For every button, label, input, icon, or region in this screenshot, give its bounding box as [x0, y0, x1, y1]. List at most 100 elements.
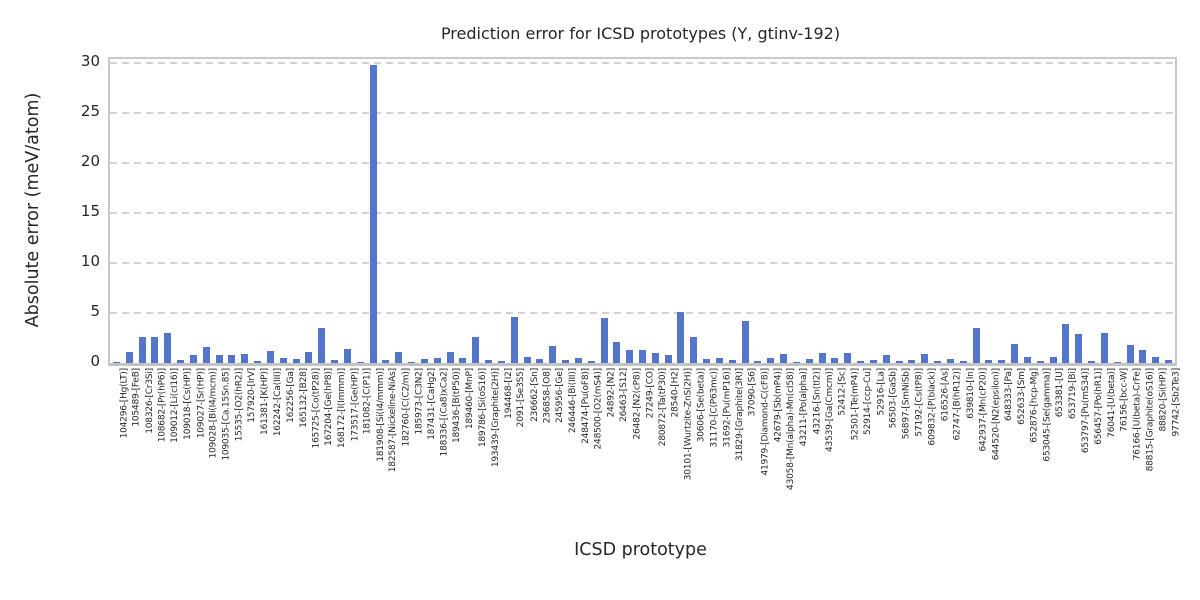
bar — [921, 354, 929, 363]
bar — [857, 361, 865, 363]
bar — [1075, 334, 1083, 363]
bar — [228, 355, 236, 363]
bar — [831, 358, 839, 363]
bar — [523, 357, 531, 363]
bar — [408, 362, 416, 363]
bar — [279, 358, 287, 363]
bar — [639, 350, 646, 363]
bar — [780, 354, 788, 363]
chart-title: Prediction error for ICSD prototypes (Y,… — [440, 24, 841, 43]
bar — [651, 353, 659, 363]
bar — [254, 361, 262, 363]
bar — [266, 351, 274, 363]
bar — [869, 360, 877, 363]
bar — [1036, 361, 1044, 363]
bar — [574, 358, 582, 363]
bar — [715, 358, 723, 363]
bar — [1100, 333, 1108, 363]
bar — [882, 355, 890, 363]
bar — [446, 352, 454, 363]
bar — [1088, 361, 1096, 363]
bar — [1049, 357, 1057, 363]
bar — [562, 360, 569, 363]
bar — [754, 361, 762, 363]
bar — [741, 321, 749, 363]
y-axis-label: Absolute error (meV/atom) — [23, 92, 43, 328]
bar — [343, 349, 351, 363]
y-tick-label: 20 — [80, 152, 100, 170]
y-tick-label: 30 — [80, 52, 100, 70]
bar — [1023, 357, 1031, 363]
bar — [164, 333, 172, 363]
bar — [215, 355, 223, 363]
bar — [420, 359, 428, 363]
bar — [1011, 344, 1019, 363]
bar — [459, 358, 467, 363]
bar — [818, 353, 826, 363]
bar — [600, 318, 608, 363]
bar — [1126, 345, 1134, 363]
bar — [895, 361, 903, 363]
bar — [908, 360, 916, 363]
bar — [1139, 350, 1147, 363]
bar — [331, 360, 339, 363]
bar — [125, 352, 133, 363]
bar — [497, 361, 505, 363]
bar — [1113, 362, 1121, 363]
y-tick-label: 5 — [90, 302, 100, 320]
bar — [985, 360, 993, 363]
bar — [305, 352, 313, 363]
bar — [549, 346, 557, 363]
bar — [792, 362, 800, 363]
bar — [690, 337, 698, 363]
bar — [959, 361, 967, 363]
bar — [382, 360, 390, 363]
x-axis-label: ICSD prototype — [574, 540, 707, 560]
plot-area — [108, 57, 1177, 366]
bar — [1165, 360, 1173, 363]
bar — [138, 337, 146, 363]
bar — [1062, 324, 1070, 363]
bar — [587, 361, 595, 363]
gridline — [110, 212, 1175, 214]
bar — [664, 355, 672, 363]
bar — [703, 359, 711, 363]
bar — [485, 360, 493, 363]
y-tick-label: 10 — [80, 252, 100, 270]
bar — [510, 317, 518, 363]
bar — [472, 337, 480, 363]
bar — [177, 360, 185, 363]
bar — [112, 362, 120, 363]
bar — [151, 337, 159, 363]
bar — [369, 65, 377, 363]
bar — [767, 358, 775, 363]
y-tick-label: 0 — [90, 352, 100, 370]
bar — [677, 312, 685, 363]
bar — [202, 347, 210, 363]
bar — [395, 352, 403, 363]
bar — [998, 360, 1006, 363]
bar — [805, 359, 813, 363]
bar — [934, 361, 942, 363]
gridline — [110, 62, 1175, 64]
bar — [189, 355, 197, 363]
bar — [433, 358, 441, 363]
bar — [318, 328, 326, 363]
bar — [536, 359, 544, 363]
gridline — [110, 312, 1175, 314]
gridline — [110, 262, 1175, 264]
bar — [972, 328, 980, 363]
bar — [613, 342, 621, 363]
gridline — [110, 162, 1175, 164]
gridline — [110, 112, 1175, 114]
bar — [292, 359, 300, 363]
bar — [241, 354, 249, 363]
bar — [844, 353, 852, 363]
bar — [946, 359, 954, 363]
y-tick-label: 25 — [80, 102, 100, 120]
bar — [728, 360, 736, 363]
bar — [1152, 357, 1160, 363]
bar — [356, 362, 364, 363]
y-tick-label: 15 — [80, 202, 100, 220]
